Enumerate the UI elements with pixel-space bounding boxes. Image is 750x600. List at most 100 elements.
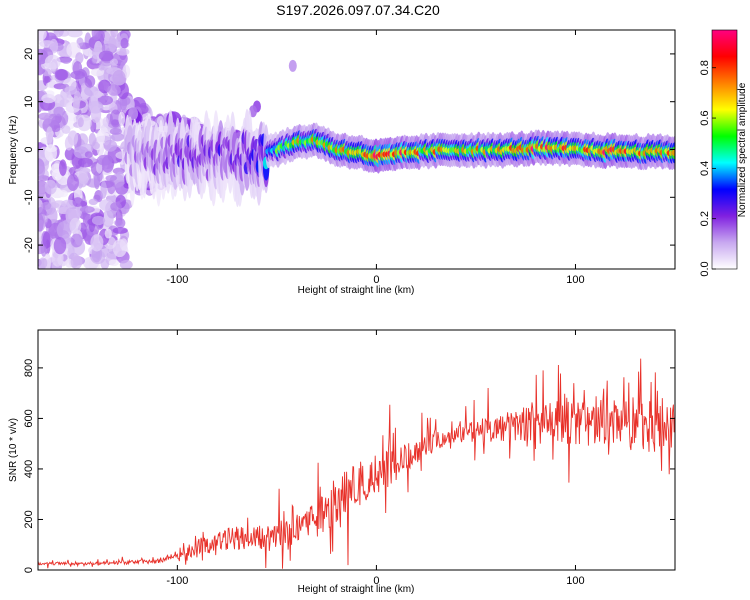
snr-ticks: -100 0 100 0 200 400 600 800 [23, 330, 675, 587]
y-tick-label: 200 [23, 510, 35, 528]
spectrogram-cell [118, 111, 126, 127]
spectrogram-cell [76, 114, 92, 132]
y-tick-label: 600 [23, 409, 35, 427]
spectrogram-cell [117, 81, 129, 100]
spectrogram-cell [58, 190, 69, 198]
colorbar-tick-label: 0.6 [699, 110, 711, 125]
spectrogram-cell [44, 76, 51, 84]
spectrogram-cell [97, 95, 114, 106]
spectrogram-cell [90, 234, 104, 252]
spectrogram-cell [98, 50, 114, 62]
spectrogram-cell [64, 135, 73, 151]
spectrogram-cell [104, 228, 112, 239]
spectrogram-cell [38, 229, 43, 245]
x-tick-label: 0 [373, 274, 379, 286]
snr-panel: -100 0 100 0 200 400 600 800 Height of straight… [8, 329, 676, 595]
spectrogram-cell [115, 217, 126, 229]
spectrogram-cell [93, 90, 103, 99]
colorbar-gradient [712, 30, 737, 269]
spectrogram-cell [45, 126, 54, 144]
spectrogram-cell [38, 161, 46, 179]
spectrogram-cell [73, 90, 81, 105]
spectrogram-cell [119, 238, 128, 251]
spectrogram-cell [53, 106, 66, 117]
spectrogram-cell [54, 68, 68, 81]
spectrogram-cell [671, 149, 675, 156]
spectrogram-cell [70, 70, 85, 80]
colorbar-label: Normalized spectral amplitude [737, 82, 748, 217]
spectrogram-ylabel: Frequency (Hz) [8, 116, 19, 185]
spectrogram-cell [107, 84, 121, 96]
spectrogram-cell [64, 86, 78, 95]
spectrogram-cell [109, 128, 122, 135]
spectrogram-cell [56, 221, 72, 239]
y-tick-label: 10 [23, 96, 35, 108]
y-tick-label: 400 [23, 460, 35, 478]
spectrogram-cell [102, 116, 109, 128]
spectrogram-cell [112, 227, 128, 234]
spectrogram-cell [88, 198, 98, 206]
snr-xlabel: Height of straight line (km) [298, 584, 415, 595]
spectrogram-cell [52, 200, 67, 209]
spectrogram-cell [99, 199, 114, 212]
spectrogram-cell [56, 168, 71, 186]
x-tick-label: 0 [373, 575, 379, 587]
spectrogram-cell [61, 57, 72, 64]
colorbar-tick-label: 0.4 [699, 161, 711, 176]
spectrogram-cell [88, 132, 97, 147]
spectrogram-cell [119, 95, 128, 111]
spectrogram-cell [104, 219, 114, 226]
spectrogram-xlabel: Height of straight line (km) [298, 285, 415, 296]
spectrogram-cell [100, 180, 107, 199]
x-tick-label: -100 [166, 575, 188, 587]
spectrogram-cell [108, 259, 120, 267]
spectrogram-cell [105, 174, 117, 182]
spectrogram-cell [109, 109, 122, 128]
chart-title: S197.2026.097.07.34.C20 [276, 2, 440, 18]
spectrogram-cell [78, 168, 88, 182]
spectrogram-cell [120, 37, 129, 49]
y-tick-label: -20 [23, 237, 35, 253]
x-tick-label: 100 [566, 575, 584, 587]
spectrogram-cell [79, 206, 95, 213]
snr-plot-area [38, 330, 675, 570]
spectrogram-cell [69, 217, 82, 235]
spectrogram-cell [111, 132, 124, 142]
spectrogram-cell [38, 112, 52, 121]
spectrogram-cell [38, 257, 48, 269]
spectrogram-cell [115, 171, 124, 181]
spectrogram-cell [93, 171, 101, 190]
spectrogram-cell [44, 54, 61, 70]
x-tick-label: 100 [566, 274, 584, 286]
spectrogram-cell [70, 233, 83, 248]
spectrogram-heatmap [38, 30, 675, 269]
spectrogram-cell [110, 202, 122, 212]
colorbar: 0.0 0.2 0.4 0.6 0.8 Normalized spectral ampl… [699, 29, 748, 277]
spectrogram-cell [70, 254, 83, 269]
spectrogram-cell [107, 180, 116, 195]
spectrogram-cell [38, 243, 47, 255]
spectrogram-cell [91, 215, 106, 226]
spectrogram-cell [41, 201, 52, 210]
spectrogram-cell [66, 30, 83, 38]
spectrogram-cell [58, 159, 67, 176]
colorbar-tick-label: 0.2 [699, 211, 711, 226]
spectrogram-cell [49, 38, 59, 54]
spectrogram-cell [61, 125, 71, 134]
y-tick-label: 800 [23, 359, 35, 377]
spectrogram-cell [88, 94, 99, 113]
snr-series-line [38, 358, 675, 569]
snr-frame [37, 329, 676, 571]
spectrogram-cell [84, 75, 96, 88]
spectrogram-cell [109, 58, 119, 66]
spectrogram-cell [44, 179, 57, 195]
spectrogram-cell [72, 197, 84, 207]
spectrogram-cell [112, 69, 126, 86]
spectrogram-cell [84, 151, 93, 159]
y-tick-label: 20 [23, 48, 35, 60]
spectrogram-cell [77, 157, 93, 168]
spectrogram-cell [103, 139, 118, 152]
spectrogram-cell [38, 181, 46, 199]
spectrogram-cell [75, 52, 84, 64]
